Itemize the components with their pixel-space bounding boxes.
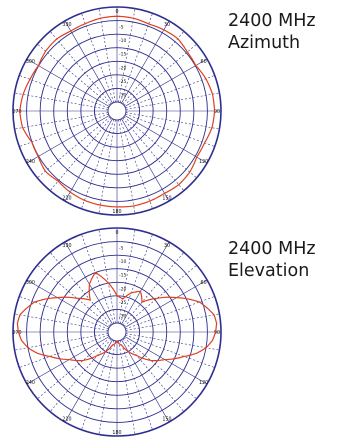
- elevation-polar-plot: -30 -25 -20 -15 -10 -5 0 30 60 90 120 150 180 210 240 2…: [12, 227, 222, 437]
- radial-tick-label: -30: [119, 92, 126, 98]
- radial-tick-label: -5: [119, 25, 124, 31]
- grid-ring: [66, 281, 168, 383]
- elevation-plane-label: Elevation: [228, 261, 310, 281]
- grid-spoke: [121, 118, 170, 202]
- grid-spoke: [124, 115, 208, 164]
- radial-tick-label: -20: [119, 286, 126, 292]
- angle-tick-label: 180: [112, 430, 121, 436]
- grid-spoke: [121, 241, 170, 325]
- grid-ring: [53, 268, 181, 396]
- angle-tick-label: 270: [12, 109, 21, 115]
- grid-spoke: [26, 279, 110, 328]
- grid-spoke: [26, 336, 110, 385]
- grid-ring: [39, 33, 195, 189]
- grid-ring: [93, 87, 141, 135]
- radial-tick-label: -25: [119, 300, 126, 306]
- angle-tick-label: 90: [214, 330, 220, 336]
- radial-tick-label: -5: [119, 246, 124, 252]
- radial-tick-label: -10: [119, 38, 126, 44]
- grid-ring: [80, 74, 154, 148]
- grid-ring: [107, 101, 127, 121]
- grid-spoke: [64, 241, 113, 325]
- angle-tick-label: 0: [115, 230, 118, 236]
- grid-spoke: [124, 58, 208, 107]
- angle-tick-label: 330: [62, 243, 71, 249]
- grid-ring: [53, 47, 181, 175]
- radial-tick-label: -30: [119, 313, 126, 319]
- grid-spoke: [64, 339, 113, 423]
- azimuth-frequency-label: 2400 MHz: [228, 11, 316, 31]
- angle-tick-label: 120: [199, 159, 208, 165]
- angle-tick-label: 30: [164, 243, 170, 249]
- angle-tick-label: 90: [214, 109, 220, 115]
- azimuth-polar-plot: -30 -25 -20 -15 -10 -5 0 30 60 90 120 150 180 210 240 2…: [12, 6, 222, 216]
- radial-tick-label: -10: [119, 259, 126, 265]
- grid-ring: [39, 254, 195, 410]
- angle-tick-label: 270: [12, 330, 21, 336]
- radial-tick-label: -20: [119, 65, 126, 71]
- grid-ring: [93, 308, 141, 356]
- azimuth-caption: 2400 MHz Azimuth: [228, 10, 316, 54]
- angle-tick-label: 300: [26, 280, 35, 286]
- elevation-frequency-label: 2400 MHz: [228, 239, 316, 259]
- angle-tick-label: 150: [162, 416, 171, 422]
- grid-ring: [12, 227, 222, 437]
- angle-tick-label: 60: [201, 59, 207, 65]
- angle-tick-label: 30: [164, 22, 170, 28]
- plot-background: [13, 7, 221, 215]
- grid-ring: [26, 20, 208, 202]
- angle-tick-label: 240: [26, 380, 35, 386]
- angle-tick-label: 60: [201, 280, 207, 286]
- pattern-trace: [16, 271, 218, 362]
- angle-tick-label: 150: [162, 195, 171, 201]
- pattern-trace: [19, 15, 216, 208]
- radial-tick-label: -15: [119, 273, 126, 279]
- grid-spoke: [64, 118, 113, 202]
- angle-tick-label: 120: [199, 380, 208, 386]
- elevation-caption: 2400 MHz Elevation: [228, 238, 316, 282]
- angle-tick-label: 210: [62, 195, 71, 201]
- plot-background: [13, 228, 221, 436]
- grid-spoke: [124, 279, 208, 328]
- radial-tick-label: -15: [119, 52, 126, 58]
- angle-tick-label: 330: [62, 22, 71, 28]
- grid-spoke: [121, 20, 170, 104]
- angle-tick-label: 180: [112, 209, 121, 215]
- angle-tick-label: 0: [115, 9, 118, 15]
- angle-tick-label: 240: [26, 159, 35, 165]
- grid-ring: [12, 6, 222, 216]
- grid-spoke: [64, 20, 113, 104]
- angle-tick-label: 300: [26, 59, 35, 65]
- radial-tick-label: -25: [119, 79, 126, 85]
- grid-spoke: [26, 58, 110, 107]
- grid-ring: [26, 241, 208, 423]
- grid-spoke: [26, 115, 110, 164]
- grid-ring: [66, 60, 168, 162]
- angle-tick-label: 210: [62, 416, 71, 422]
- grid-spoke: [124, 336, 208, 385]
- grid-spoke: [121, 339, 170, 423]
- azimuth-plane-label: Azimuth: [228, 33, 301, 53]
